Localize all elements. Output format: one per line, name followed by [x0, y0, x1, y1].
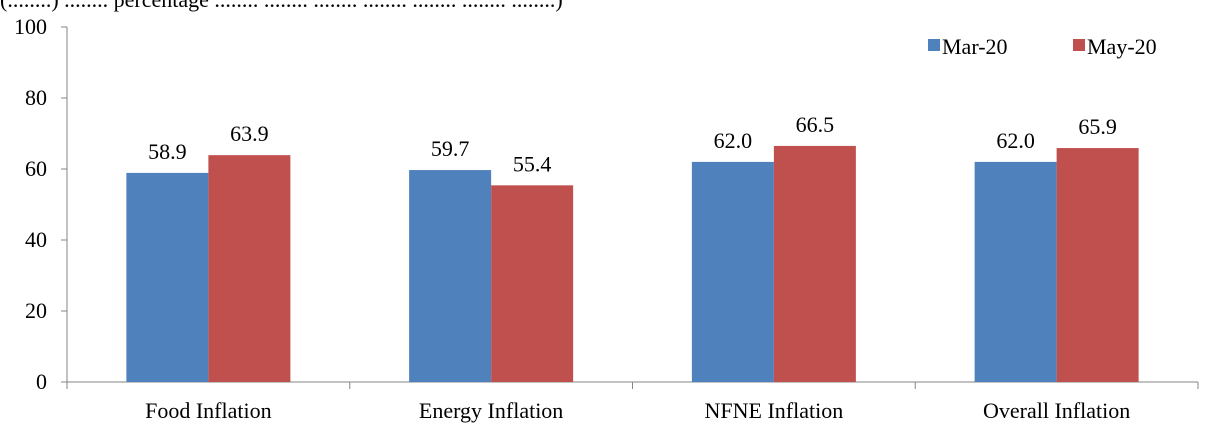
- legend-label: May-20: [1087, 34, 1157, 59]
- bars: [126, 145, 1139, 382]
- y-axis: 0 20 40 60 80 100: [14, 14, 68, 394]
- legend-label: Mar-20: [942, 34, 1008, 59]
- bar-mar-20: [974, 161, 1057, 382]
- data-label: 66.5: [796, 112, 835, 137]
- bar-may-20: [208, 155, 291, 382]
- data-label: 55.4: [513, 151, 552, 176]
- legend-swatch: [928, 39, 940, 51]
- y-tick-label: 80: [25, 85, 47, 110]
- y-tick-label: 0: [36, 369, 47, 394]
- data-label: 59.7: [431, 136, 470, 161]
- legend: Mar-20 May-20: [928, 34, 1157, 59]
- clipped-header-text: (........) ........ percentage ........ …: [0, 0, 1208, 14]
- x-category-label: NFNE Inflation: [705, 398, 844, 423]
- data-label: 63.9: [230, 121, 269, 146]
- bar-mar-20: [691, 161, 774, 382]
- bar-may-20: [1056, 148, 1139, 382]
- bar-mar-20: [126, 172, 209, 382]
- x-category-label: Food Inflation: [145, 398, 272, 423]
- data-label: 65.9: [1078, 114, 1117, 139]
- bar-may-20: [773, 145, 856, 382]
- x-category-label: Overall Inflation: [983, 398, 1130, 423]
- x-axis: Food Inflation Energy Inflation NFNE Infla…: [66, 381, 1199, 423]
- y-tick-label: 60: [25, 156, 47, 181]
- y-tick-label: 20: [25, 298, 47, 323]
- bar-mar-20: [409, 170, 492, 382]
- y-tick-label: 40: [25, 227, 47, 252]
- bar-may-20: [491, 185, 574, 382]
- data-labels: 58.9 63.9 59.7 55.4 62.0 66.5 62.0 65.9: [148, 112, 1117, 176]
- y-tick-label: 100: [14, 14, 47, 39]
- x-category-label: Energy Inflation: [419, 398, 563, 423]
- data-label: 62.0: [996, 128, 1035, 153]
- data-label: 58.9: [148, 139, 187, 164]
- legend-swatch: [1073, 39, 1085, 51]
- data-label: 62.0: [714, 128, 753, 153]
